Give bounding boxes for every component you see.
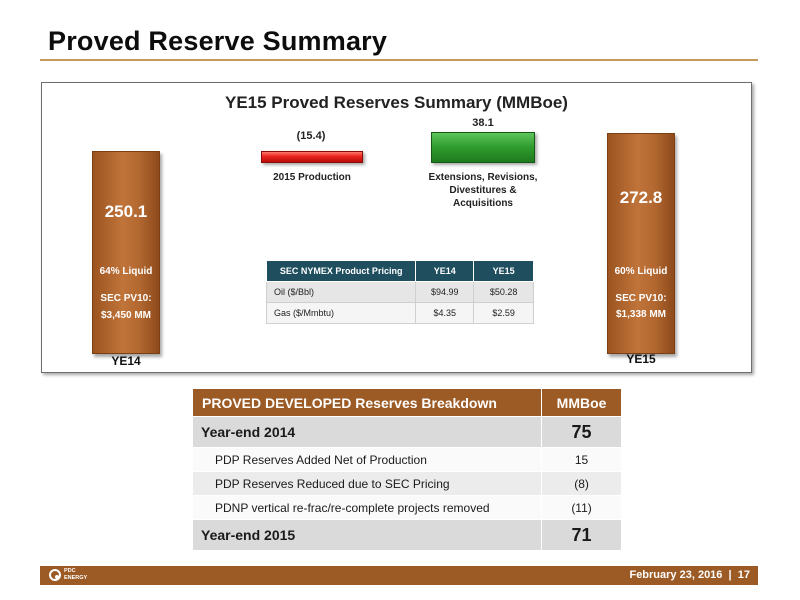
footer-date: February 23, 2016 xyxy=(629,569,723,581)
table-row: Year-end 2014 75 xyxy=(191,416,622,448)
table-cell: PDP Reserves Reduced due to SEC Pricing xyxy=(191,471,543,496)
bar-extensions xyxy=(431,132,535,163)
pd-header-mmboe: MMBoe xyxy=(541,388,622,417)
table-row: PDP Reserves Reduced due to SEC Pricing … xyxy=(191,471,622,496)
bar-ye14-pv-value: $3,450 MM xyxy=(100,310,152,321)
table-row: PDP Reserves Added Net of Production 15 xyxy=(191,447,622,472)
reserves-chart: YE15 Proved Reserves Summary (MMBoe) 250… xyxy=(41,82,752,373)
page-title: Proved Reserve Summary xyxy=(48,26,388,56)
pricing-cell: Oil ($/Bbl) xyxy=(265,281,417,303)
pricing-cell: $4.35 xyxy=(415,302,475,324)
bar-ye15-liquid: 60% Liquid xyxy=(614,266,668,277)
bar-ye14-pv-label: SEC PV10: xyxy=(100,293,152,304)
table-cell: (8) xyxy=(541,471,622,496)
pricing-cell: Gas ($/Mmbtu) xyxy=(265,302,417,324)
pricing-cell: $50.28 xyxy=(473,281,534,303)
bar-ye14-value: 250.1 xyxy=(104,202,148,221)
pd-reserves-table: PROVED DEVELOPED Reserves Breakdown MMBo… xyxy=(191,388,622,551)
category-label-production: 2015 Production xyxy=(273,172,351,183)
pdc-energy-logo: PDC ENERGY xyxy=(49,568,95,583)
footer-date-page: February 23, 2016 | 17 xyxy=(629,569,750,581)
logo-text-line: PDC xyxy=(64,568,76,574)
bar-ye15: 272.8 60% Liquid SEC PV10: $1,338 MM xyxy=(607,133,675,354)
page-number: 17 xyxy=(737,569,750,581)
logo-circle-icon xyxy=(49,569,61,581)
bar-extensions-value: 38.1 xyxy=(472,117,494,129)
pricing-cell: $94.99 xyxy=(415,281,475,303)
category-label-ye15: YE15 xyxy=(626,352,656,366)
pricing-row-gas: Gas ($/Mmbtu) $4.35 $2.59 xyxy=(265,302,534,324)
category-label-ye14: YE14 xyxy=(111,354,141,368)
table-cell: PDNP vertical re-frac/re-complete projec… xyxy=(191,495,543,520)
bar-ye15-value: 272.8 xyxy=(619,188,663,207)
logo-text-line: ENERGY xyxy=(64,575,88,581)
bar-ye15-pv-label: SEC PV10: xyxy=(615,293,667,304)
bar-production xyxy=(261,151,363,163)
pricing-table: SEC NYMEX Product Pricing YE14 YE15 Oil … xyxy=(265,260,534,324)
category-label-extensions: Extensions, Revisions, Divestitures & Ac… xyxy=(428,172,538,209)
footer-separator: | xyxy=(725,569,735,581)
chart-title: YE15 Proved Reserves Summary (MMBoe) xyxy=(225,93,568,112)
table-row: PDNP vertical re-frac/re-complete projec… xyxy=(191,495,622,520)
footer-bar: PDC ENERGY February 23, 2016 | 17 xyxy=(40,566,758,585)
title-divider xyxy=(40,59,758,61)
table-cell: Year-end 2015 xyxy=(191,519,543,551)
pricing-row-oil: Oil ($/Bbl) $94.99 $50.28 xyxy=(265,281,534,303)
table-cell: (11) xyxy=(541,495,622,520)
table-cell: 71 xyxy=(541,519,622,551)
bar-production-value: (15.4) xyxy=(296,130,326,142)
pd-header-breakdown: PROVED DEVELOPED Reserves Breakdown xyxy=(191,388,543,417)
bar-ye14-liquid: 64% Liquid xyxy=(99,266,153,277)
pricing-cell: $2.59 xyxy=(473,302,534,324)
table-cell: 75 xyxy=(541,416,622,448)
table-cell: PDP Reserves Added Net of Production xyxy=(191,447,543,472)
pricing-header-ye14: YE14 xyxy=(415,260,475,282)
table-cell: Year-end 2014 xyxy=(191,416,543,448)
bar-ye14: 250.1 64% Liquid SEC PV10: $3,450 MM xyxy=(92,151,160,354)
table-cell: 15 xyxy=(541,447,622,472)
bar-ye15-pv-value: $1,338 MM xyxy=(615,309,667,320)
pricing-header-product: SEC NYMEX Product Pricing xyxy=(265,260,417,282)
table-row: Year-end 2015 71 xyxy=(191,519,622,551)
pricing-header-ye15: YE15 xyxy=(473,260,534,282)
